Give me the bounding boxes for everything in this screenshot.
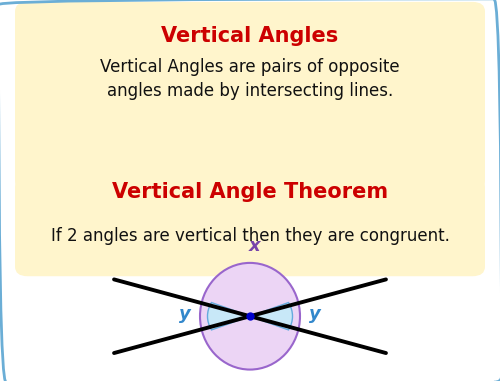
Text: y: y xyxy=(309,305,321,323)
Text: Vertical Angle Theorem: Vertical Angle Theorem xyxy=(112,182,388,202)
Text: x: x xyxy=(249,237,261,255)
Text: If 2 angles are vertical then they are congruent.: If 2 angles are vertical then they are c… xyxy=(50,227,450,245)
Wedge shape xyxy=(208,303,250,330)
Text: y: y xyxy=(179,305,191,323)
FancyBboxPatch shape xyxy=(15,2,485,190)
Text: angles made by intersecting lines.: angles made by intersecting lines. xyxy=(107,82,393,101)
Text: x: x xyxy=(249,378,261,381)
Wedge shape xyxy=(250,303,292,330)
Text: Vertical Angles: Vertical Angles xyxy=(162,26,338,46)
FancyBboxPatch shape xyxy=(15,177,485,276)
Ellipse shape xyxy=(200,263,300,370)
Text: Vertical Angles are pairs of opposite: Vertical Angles are pairs of opposite xyxy=(100,58,400,76)
